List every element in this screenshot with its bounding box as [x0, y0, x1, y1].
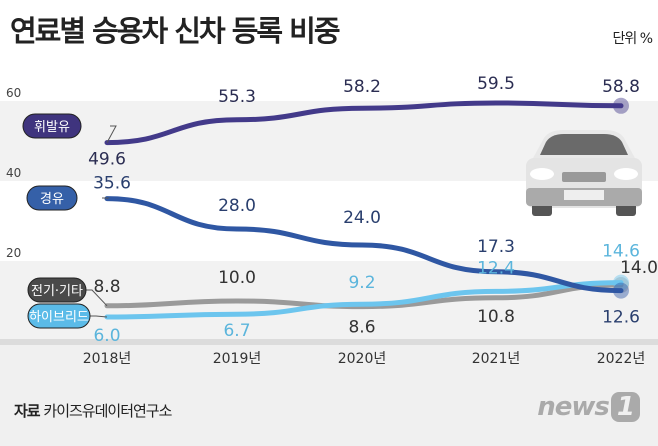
grid-band [0, 261, 658, 341]
legend-connector [86, 289, 108, 307]
legend-label-1: 휘발유 [22, 113, 82, 139]
end-point-marker [613, 282, 629, 299]
x-tick-label: 2022년 [597, 351, 646, 367]
data-label: 58.8 [602, 77, 640, 97]
car-icon [526, 130, 642, 216]
data-label: 6.7 [223, 321, 250, 341]
data-label: 12.6 [602, 308, 640, 328]
data-label: 14.0 [620, 258, 658, 278]
y-tick-label: 60 [6, 86, 21, 100]
data-label: 6.0 [93, 326, 120, 346]
data-label: 9.2 [348, 273, 375, 293]
legend-connector [102, 197, 110, 200]
legend-pill [27, 277, 87, 303]
data-label: 59.5 [477, 74, 515, 94]
legend-label-2: 경유 [26, 185, 78, 211]
legend-text: 경유 [40, 192, 64, 207]
chart-title: 연료별 승용차 신차 등록 비중 [10, 14, 341, 48]
car-headlight [530, 168, 554, 180]
data-label: 24.0 [343, 208, 381, 228]
series-line [104, 196, 624, 294]
data-label: 8.6 [348, 318, 375, 338]
car-plate [564, 190, 604, 200]
logo-text: news [537, 392, 610, 422]
data-label: 55.3 [218, 87, 256, 107]
legend-connector [106, 125, 117, 143]
x-tick-label: 2019년 [213, 351, 262, 367]
unit-label: 단위 % [612, 31, 653, 47]
data-label: 35.6 [93, 174, 131, 194]
footer-background [0, 340, 658, 446]
logo-number: 1 [610, 392, 640, 422]
y-tick-label: 40 [6, 166, 21, 180]
end-point-marker [613, 274, 629, 291]
x-axis-line [0, 339, 658, 345]
data-label: 10.8 [477, 307, 515, 327]
data-label: 8.8 [93, 277, 120, 297]
x-tick-label: 2020년 [338, 351, 387, 367]
legend-text: 전기·기타 [31, 284, 83, 299]
data-label: 14.6 [602, 242, 640, 262]
legend-pill [26, 185, 78, 211]
end-point-marker [613, 97, 629, 114]
data-label: 10.0 [218, 268, 256, 288]
legend-text: 휘발유 [34, 120, 70, 135]
legend-text: 하이브리드 [29, 310, 89, 325]
x-tick-label: 2018년 [83, 351, 132, 367]
car-headlight [614, 168, 638, 180]
data-label: 58.2 [343, 77, 381, 97]
car-windshield [540, 134, 628, 155]
series-line [104, 100, 624, 146]
legend-pill [27, 303, 91, 329]
source-text: 자료 카이즈유데이터연구소 [14, 400, 172, 421]
source-label: 자료 [14, 402, 41, 420]
news1-logo: news 1 [537, 392, 640, 422]
legend-connector [90, 315, 108, 318]
legend-label-3: 전기·기타 [27, 277, 87, 303]
data-label: 12.4 [477, 258, 515, 278]
source-name: 카이즈유데이터연구소 [43, 402, 172, 420]
data-label: 28.0 [218, 196, 256, 216]
x-tick-label: 2021년 [472, 351, 521, 367]
data-label: 49.6 [88, 150, 126, 170]
series-line [104, 280, 624, 320]
legend-label-4: 하이브리드 [27, 303, 91, 329]
y-tick-label: 20 [6, 246, 21, 260]
car-grille [562, 172, 606, 182]
legend-pill [22, 113, 82, 139]
data-label: 17.3 [477, 237, 515, 257]
